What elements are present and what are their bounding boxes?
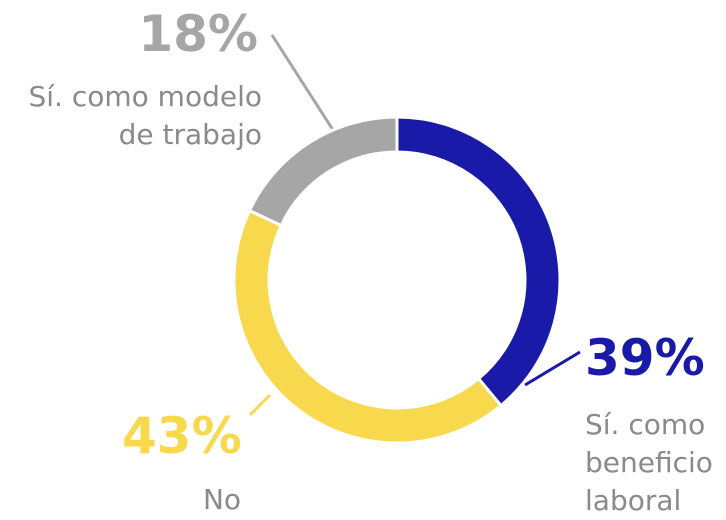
category-label: No xyxy=(202,483,242,516)
leader-line xyxy=(270,34,335,131)
donut-segment xyxy=(232,208,504,445)
category-label: Sí. como beneficio laboral xyxy=(585,408,713,517)
value-label: 43% xyxy=(122,407,242,465)
value-label: 39% xyxy=(585,329,705,387)
leader-line xyxy=(524,350,581,387)
leader-line xyxy=(248,393,272,417)
donut-segment xyxy=(247,115,399,228)
value-label: 18% xyxy=(138,5,258,63)
category-label: Sí. como modelo de trabajo xyxy=(28,80,262,151)
donut-segment xyxy=(395,115,562,408)
